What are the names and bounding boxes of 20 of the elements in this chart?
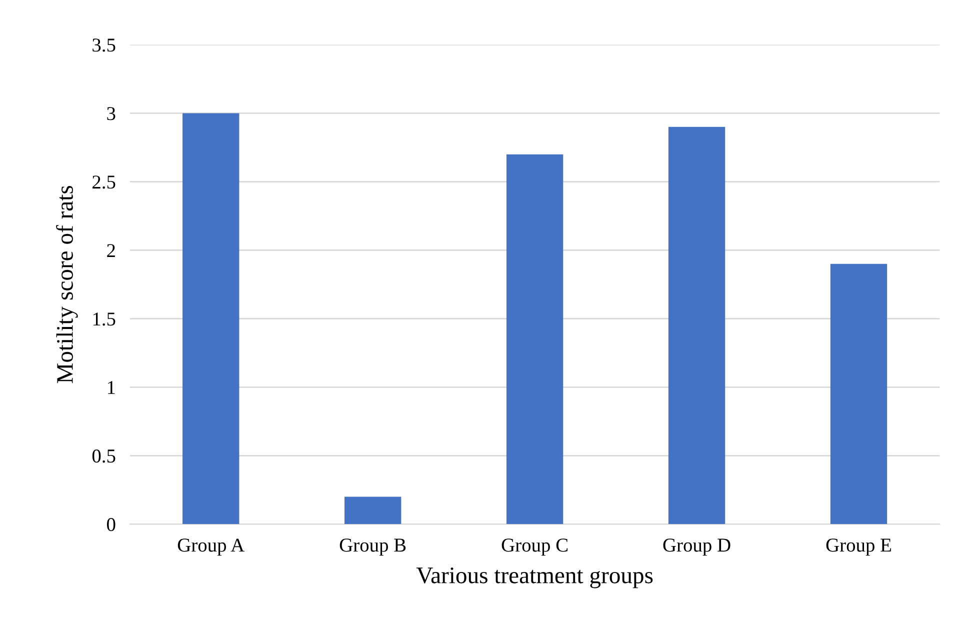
x-tick-label: Group C xyxy=(502,538,568,556)
y-tick-label: 2.5 xyxy=(92,176,116,189)
y-tick-label: 2 xyxy=(107,244,115,257)
y-tick-label: 0 xyxy=(107,518,116,532)
y-tick-label: 1 xyxy=(108,381,115,394)
x-tick-label: Group A xyxy=(178,538,244,556)
x-tick-label: Group B xyxy=(340,538,406,556)
x-tick-label: Group D xyxy=(663,538,730,556)
y-tick-label: 3 xyxy=(107,107,116,120)
bar xyxy=(668,126,726,524)
bar xyxy=(830,264,888,524)
bar xyxy=(182,113,240,524)
y-axis-title: Motility score of rats xyxy=(56,186,78,384)
y-tick-label: 0.5 xyxy=(92,449,116,463)
bar xyxy=(506,154,564,524)
x-tick-label: Group E xyxy=(826,538,891,556)
y-tick-label: 3.5 xyxy=(92,38,116,52)
x-axis-title: Various treatment groups xyxy=(416,567,653,588)
y-tick-label: 1.5 xyxy=(93,312,116,326)
bar xyxy=(344,496,402,524)
